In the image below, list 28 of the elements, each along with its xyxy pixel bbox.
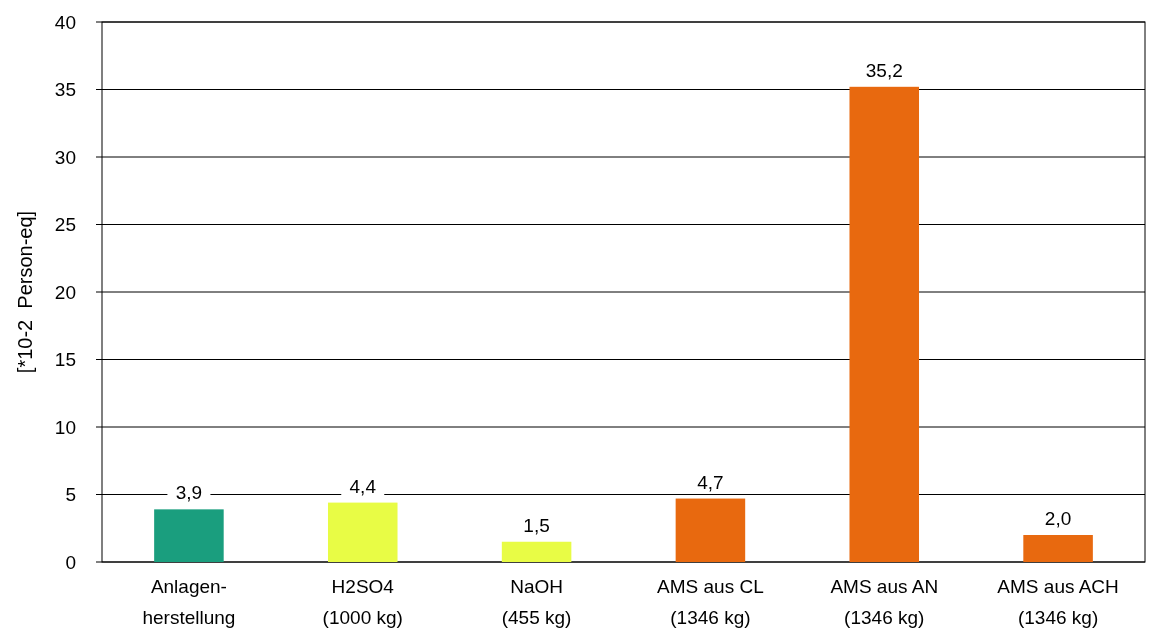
x-tick-label: H2SO4 (1000 kg) [322,576,403,628]
y-tick-label: 5 [65,484,76,506]
data-label: 3,9 [175,482,203,504]
data-label: 1,5 [523,514,550,536]
bar [675,498,746,562]
y-tick-label: 35 [54,79,76,101]
x-tick-label: AMS aus CL (1346 kg) [657,576,764,628]
bar [154,509,224,562]
bar [501,541,572,562]
y-tick-label: 25 [54,214,76,236]
x-tick-label: Anlagen- herstellung [142,576,236,628]
y-tick-label: 30 [54,146,76,168]
bar [1023,535,1093,562]
y-tick-label: 20 [54,281,76,303]
bar [849,86,920,562]
x-tick-label: NaOH (455 kg) [501,576,572,628]
y-tick-label: 15 [54,349,76,371]
x-tick-label: AMS aus ACH (1346 kg) [997,576,1119,628]
data-label: 2,0 [1044,508,1072,529]
data-label: 4,7 [697,471,724,493]
y-tick-label: 0 [65,551,76,573]
data-label: 4,4 [349,475,377,497]
y-tick-label: 10 [54,416,76,438]
bar [327,502,398,562]
y-axis-title: [*10-2 Person-eq] [14,210,36,374]
y-tick-label: 40 [54,11,76,33]
data-label: 35,2 [865,59,903,81]
x-tick-label: AMS aus AN (1346 kg) [830,576,939,628]
